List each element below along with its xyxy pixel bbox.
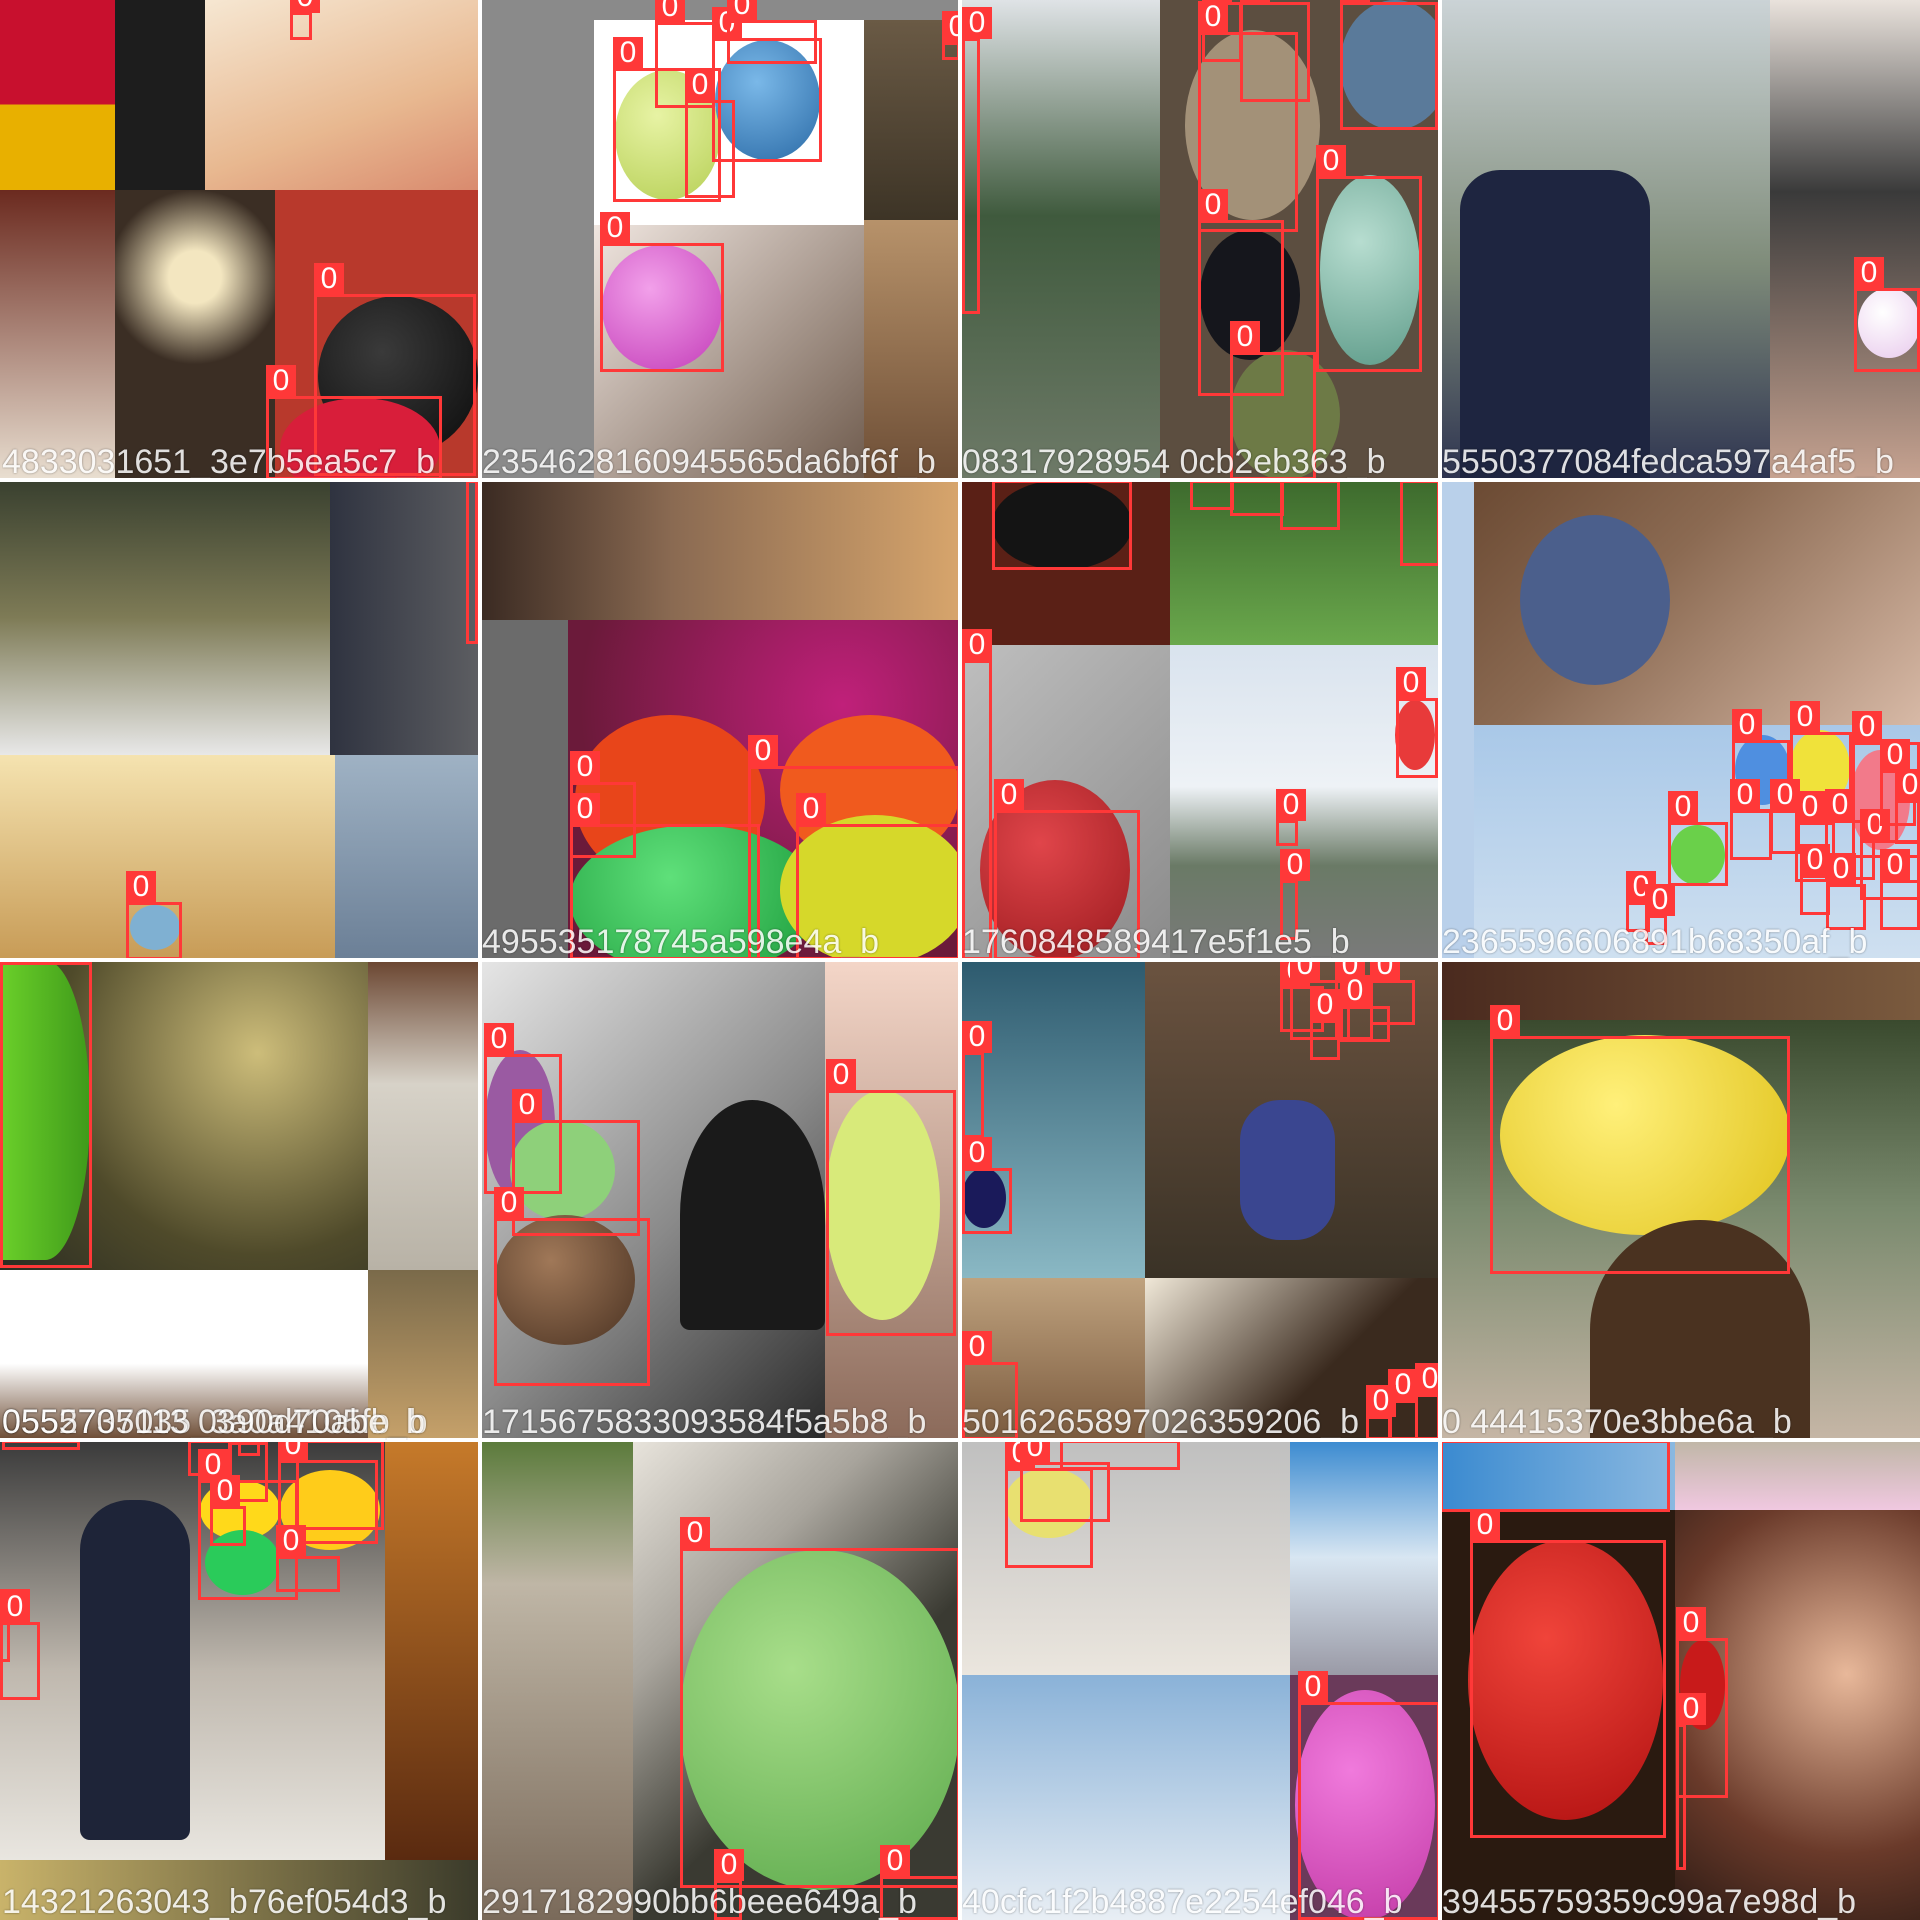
bbox: 0 bbox=[1440, 1440, 1670, 1512]
bbox: 0 bbox=[238, 1440, 260, 1456]
bbox: 0 bbox=[600, 243, 724, 372]
grid-divider bbox=[0, 958, 1920, 962]
bbox: 0 bbox=[276, 1556, 340, 1592]
tile-14: 0 0 0 2917182990bb6beee649a_b bbox=[480, 1440, 960, 1920]
image-region bbox=[1770, 0, 1920, 480]
bbox: 0 bbox=[1280, 480, 1340, 530]
tile-caption: 2365596606891b68350af_b bbox=[1442, 924, 1918, 960]
tile-4: 0 5550377084fedca597a4af5_b bbox=[1440, 0, 1920, 480]
tile-5: 0 0 bbox=[0, 480, 480, 960]
tile-caption: 5016265897026359206_b bbox=[962, 1404, 1438, 1440]
image-region bbox=[330, 480, 480, 755]
tile-11: 0 0 0 0 0 0 0 0 0 0 0 0 5016265897026359… bbox=[960, 960, 1440, 1440]
bbox: 0 bbox=[1676, 1724, 1686, 1870]
bbox: 0 bbox=[1340, 2, 1438, 130]
bbox: 0 bbox=[1668, 822, 1728, 886]
bbox: 0 bbox=[1020, 1462, 1110, 1522]
tile-10: 0 0 0 0 1715675833093584f5a5b8_b bbox=[480, 960, 960, 1440]
image-region bbox=[1290, 1440, 1440, 1675]
bbox: 0 bbox=[962, 1052, 984, 1138]
bbox: 0 bbox=[826, 1090, 956, 1336]
bbox: 0 bbox=[1276, 820, 1298, 846]
tile-caption: 14321263043_b76ef054d3_b bbox=[2, 1884, 478, 1920]
bbox: 0 bbox=[1316, 176, 1422, 372]
tile-caption: 39455759359c99a7e98d_b bbox=[1442, 1884, 1918, 1920]
bbox: 0 bbox=[1340, 1006, 1390, 1042]
tile-7: 0 0 0 0 0 0 0 0 0 0 1760848589417e5f1e5_… bbox=[960, 480, 1440, 960]
tile-caption: 0 44415370e3bbe6a_b bbox=[1442, 1404, 1918, 1440]
image-region bbox=[680, 1100, 825, 1330]
tile-6: 0 0 0 0 495535178745a598e4a_b bbox=[480, 480, 960, 960]
tile-1: 0 0 0 4833031651_3e7b5ea5c7_b bbox=[0, 0, 480, 480]
bbox: 0 bbox=[1730, 810, 1772, 860]
image-region bbox=[0, 0, 115, 190]
tile-caption: 2354628160945565da6bf6f_b bbox=[482, 444, 958, 480]
image-region bbox=[80, 1500, 190, 1840]
bbox: 0 bbox=[962, 1168, 1012, 1234]
bbox: 0 bbox=[1880, 880, 1920, 930]
tile-12: 0 0 44415370e3bbe6a_b bbox=[1440, 960, 1920, 1440]
tile-16: 0 0 0 0 39455759359c99a7e98d_b bbox=[1440, 1440, 1920, 1920]
tile-caption: 4833031651_3e7b5ea5c7_b bbox=[2, 444, 478, 480]
tile-caption: 08317928954 0cb2eb363_b bbox=[962, 444, 1438, 480]
image-region bbox=[1675, 1440, 1920, 1510]
tile-caption: 1715675833093584f5a5b8_b bbox=[482, 1404, 958, 1440]
image-region bbox=[960, 0, 1160, 480]
bbox: 0 bbox=[0, 1622, 40, 1700]
bbox: 0 bbox=[210, 1506, 246, 1546]
bbox: 0 bbox=[0, 962, 92, 1268]
bbox: 0 bbox=[1240, 2, 1310, 102]
tile-caption: 2917182990bb6beee649a_b bbox=[482, 1884, 958, 1920]
image-region bbox=[1520, 515, 1670, 685]
bbox: 0 bbox=[1490, 1036, 1790, 1274]
bbox: 0 bbox=[962, 660, 992, 960]
bbox: 0 bbox=[1854, 288, 1920, 372]
bbox: 0 bbox=[494, 1218, 650, 1386]
bbox: 0 bbox=[126, 902, 182, 960]
tile-8: 0 0 0 0 0 0 0 0 0 0 0 0 0 0 0 0 23655966… bbox=[1440, 480, 1920, 960]
image-region bbox=[480, 480, 960, 620]
image-region bbox=[0, 190, 115, 480]
image-region bbox=[0, 480, 330, 755]
tile-caption: 1760848589417e5f1e5_b bbox=[962, 924, 1438, 960]
image-region bbox=[385, 1440, 480, 1860]
tile-caption: 40cfc1f2b4887e2254ef046_b bbox=[962, 1884, 1438, 1920]
bbox: 0 bbox=[727, 20, 817, 64]
image-region bbox=[115, 190, 275, 480]
image-region bbox=[205, 0, 480, 190]
bbox: 0 bbox=[1470, 1540, 1666, 1838]
bbox: 0 bbox=[962, 38, 980, 314]
tile-15: 0 0 0 0 40cfc1f2b4887e2254ef046_b bbox=[960, 1440, 1440, 1920]
tile-13: 0 0 0 0 0 0 0 0 0 0 0 14321263043_b76ef0… bbox=[0, 1440, 480, 1920]
tile-caption: 0555705113 0390d70abe_b bbox=[2, 1404, 478, 1440]
bbox: 0 bbox=[290, 12, 312, 40]
image-region bbox=[1460, 170, 1650, 480]
bbox: 0 bbox=[1800, 875, 1830, 915]
bbox: 0 bbox=[1202, 2, 1242, 62]
bbox: 0 bbox=[1400, 480, 1440, 566]
image-region bbox=[368, 960, 480, 1270]
bbox: 0 bbox=[466, 480, 478, 644]
image-region bbox=[115, 0, 205, 190]
image-region bbox=[1240, 1100, 1335, 1240]
grid-divider bbox=[0, 478, 1920, 482]
tile-2: 0 0 0 0 0 0 0 2354628160945565da6bf6f_b bbox=[480, 0, 960, 480]
bbox: 0 bbox=[1396, 698, 1438, 778]
bbox: 0 bbox=[1895, 800, 1920, 844]
bbox: 0 bbox=[992, 480, 1132, 570]
bbox: 0 bbox=[1230, 480, 1284, 516]
bbox: 0 bbox=[1190, 480, 1234, 510]
image-region bbox=[864, 220, 960, 480]
image-region bbox=[335, 755, 480, 960]
bbox: 0 bbox=[680, 1548, 960, 1888]
bbox: 0 bbox=[685, 100, 735, 198]
tile-caption: 5550377084fedca597a4af5_b bbox=[1442, 444, 1918, 480]
image-region bbox=[480, 1440, 633, 1920]
bbox: 0 bbox=[1310, 1020, 1340, 1060]
tile-3: 0 0 0 0 0 0 0 0 08317928954 0cb2eb363_b bbox=[960, 0, 1440, 480]
image-region bbox=[480, 620, 568, 960]
tile-caption: 495535178745a598e4a_b bbox=[482, 924, 958, 960]
tile-9: 0 0552737035_3a0a4105fb_b bbox=[0, 960, 480, 1440]
